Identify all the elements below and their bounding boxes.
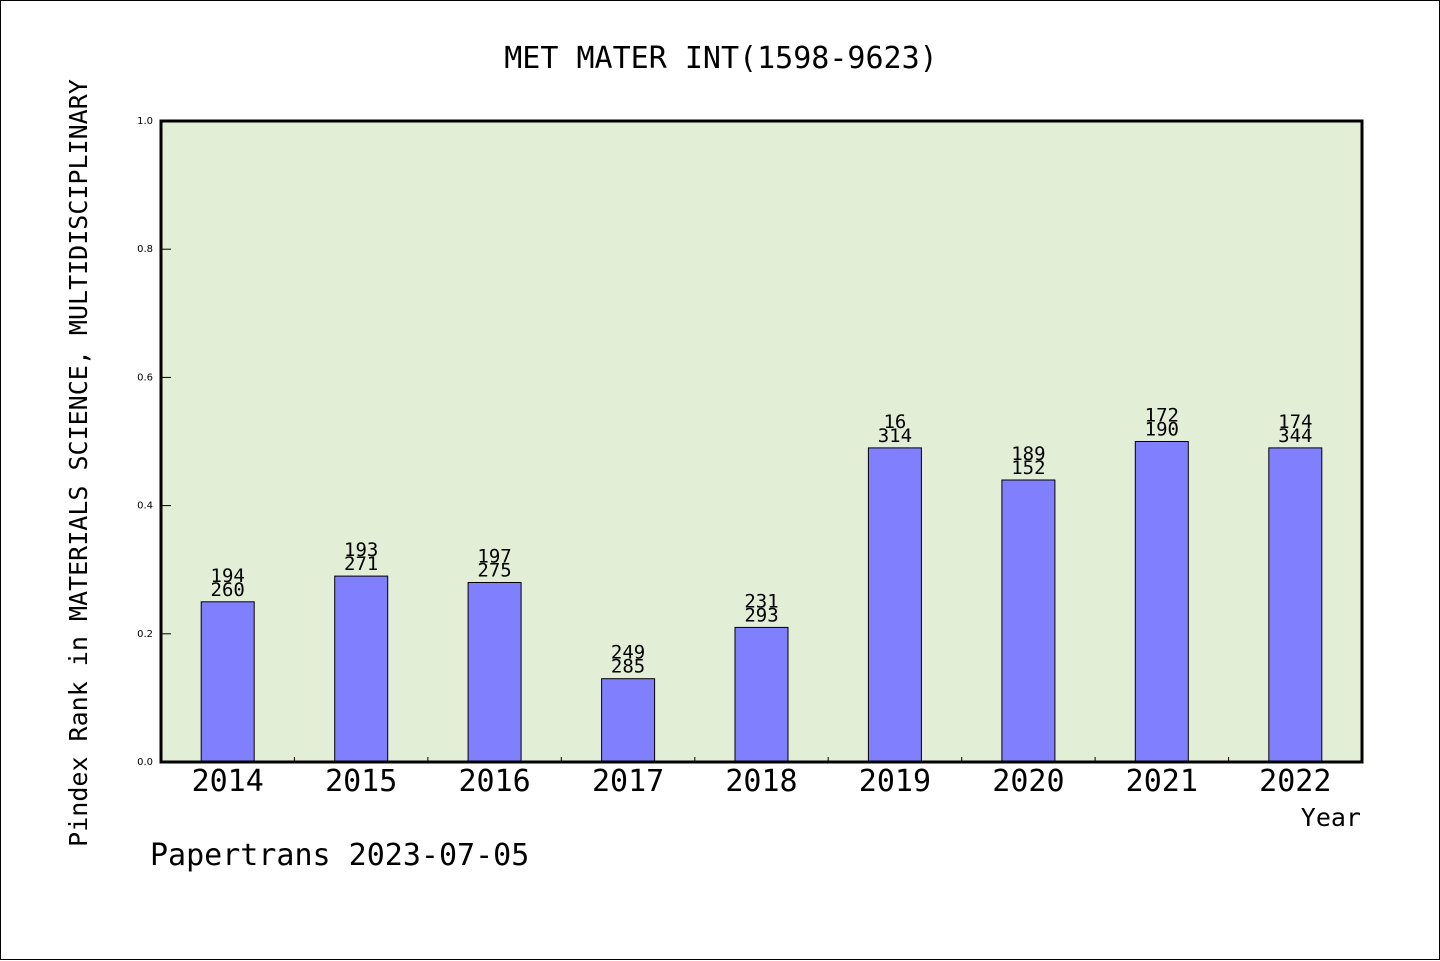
bar-2015 [334,575,389,763]
x-tick-label-2017: 2017 [592,764,664,799]
bar-2016 [467,582,522,763]
data-label-bottom-2016: 275 [477,560,511,582]
x-axis-label: Year [1301,803,1361,832]
y-axis-label: Pindex Rank in MATERIALS SCIENCE, MULTID… [64,79,93,847]
footer-credit: Papertrans 2023-07-05 [150,838,529,873]
x-tick-label-2021: 2021 [1126,764,1198,799]
bar-2018 [734,626,789,763]
x-tick-label-2015: 2015 [325,764,397,799]
x-tick-label-2016: 2016 [458,764,530,799]
y-tick-label-2: 0.4 [137,501,153,512]
data-label-top-2022: 174 [1278,411,1312,433]
x-tick-label-2018: 2018 [725,764,797,799]
data-label-top-2020: 189 [1011,443,1045,465]
chart-title: MET MATER INT(1598-9623) [504,41,937,76]
data-label-bottom-2022: 344 [1278,425,1312,447]
data-label-top-2017: 249 [611,642,645,664]
x-tick-label-2020: 2020 [992,764,1064,799]
y-tick-label-5: 1.0 [137,116,153,127]
bar-2020 [1001,479,1056,763]
bars-layer [200,441,1323,763]
data-label-top-2014: 194 [211,565,245,587]
data-label-top-2021: 172 [1145,405,1179,427]
data-label-bottom-2019: 314 [878,425,912,447]
data-label-bottom-2015: 271 [344,553,378,575]
y-tick-label-1: 0.2 [137,629,153,640]
bar-2021 [1134,441,1189,763]
data-label-top-2015: 193 [344,539,378,561]
y-tick-label-3: 0.6 [137,372,153,383]
bar-2017 [601,678,656,763]
bar-2022 [1268,447,1323,763]
data-label-bottom-2017: 285 [611,656,645,678]
x-tick-label-2019: 2019 [859,764,931,799]
data-label-top-2018: 231 [744,590,778,612]
x-ticks-layer: 2014 2015 2016 2017 2018 2019 2020 2021 2022 [192,757,1331,799]
data-label-bottom-2021: 190 [1145,419,1179,441]
y-tick-label-0: 0.0 [137,757,153,768]
data-label-top-2016: 197 [477,546,511,568]
bar-2019 [867,447,922,763]
x-tick-label-2014: 2014 [192,764,264,799]
plot-frame [159,119,1364,764]
y-tick-label-4: 0.8 [137,244,153,255]
x-tick-label-2022: 2022 [1259,764,1331,799]
bar-2014 [200,601,255,763]
data-label-bottom-2018: 293 [744,604,778,626]
data-label-bottom-2020: 152 [1011,457,1045,479]
data-label-top-2019: 16 [883,411,906,433]
data-label-bottom-2014: 260 [211,579,245,601]
